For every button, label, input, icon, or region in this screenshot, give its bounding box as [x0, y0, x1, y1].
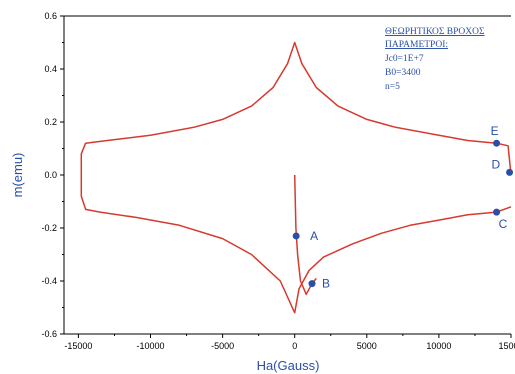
- x-tick-label: -5000: [211, 341, 234, 351]
- annotation-title-line-1: ΘΕΩΡΗΤΙΚΟΣ ΒΡΟΧΟΣ: [385, 27, 485, 37]
- point-d-label: D: [492, 157, 501, 171]
- annotation-line-n: n=5: [385, 82, 400, 92]
- point-b-marker: [308, 280, 316, 288]
- y-tick-label: 0.0: [44, 170, 57, 180]
- point-a-label: A: [310, 229, 318, 243]
- y-tick-label: 0.2: [44, 117, 57, 127]
- point-c-label: C: [499, 217, 508, 231]
- axes-group: -0.6 -0.4 -0.2 0.0 0.2 0.4 0.6 -15000 -10000 -500…: [41, 11, 515, 351]
- x-tick-label: -10000: [137, 341, 165, 351]
- y-tick-label: -0.2: [41, 223, 57, 233]
- x-tick-label: -15000: [64, 341, 92, 351]
- y-tick-label: 0.6: [44, 11, 57, 21]
- x-axis-title: Ha(Gauss): [257, 358, 320, 373]
- point-e-marker: [493, 139, 501, 147]
- annotation-line-b0: B0=3400: [385, 68, 421, 78]
- x-tick-label: 10000: [426, 341, 451, 351]
- annotation-title-line-2: ΠΑΡΑΜΕΤΡΟΙ:: [385, 40, 448, 50]
- data-group: [80, 41, 512, 314]
- point-a-marker: [292, 232, 300, 240]
- points-group: A B C D E: [292, 124, 514, 291]
- annotation-line-jc0: Jc0=1E+7: [385, 54, 424, 64]
- point-e-label: E: [491, 124, 499, 138]
- point-c-marker: [493, 208, 501, 216]
- parameters-annotation: ΘΕΩΡΗΤΙΚΟΣ ΒΡΟΧΟΣ ΠΑΡΑΜΕΤΡΟΙ: Jc0=1E+7 B…: [385, 27, 485, 92]
- y-tick-label: -0.6: [41, 329, 57, 339]
- x-tick-label: 5000: [357, 341, 377, 351]
- y-tick-label: 0.4: [44, 64, 57, 74]
- point-b-label: B: [322, 277, 330, 291]
- y-tick-label: -0.4: [41, 276, 57, 286]
- y-axis-title: m(emu): [10, 153, 25, 198]
- point-d-marker: [506, 168, 514, 176]
- hysteresis-loop: [80, 41, 512, 314]
- x-tick-label: 15000: [498, 341, 515, 351]
- x-tick-label: 0: [292, 341, 297, 351]
